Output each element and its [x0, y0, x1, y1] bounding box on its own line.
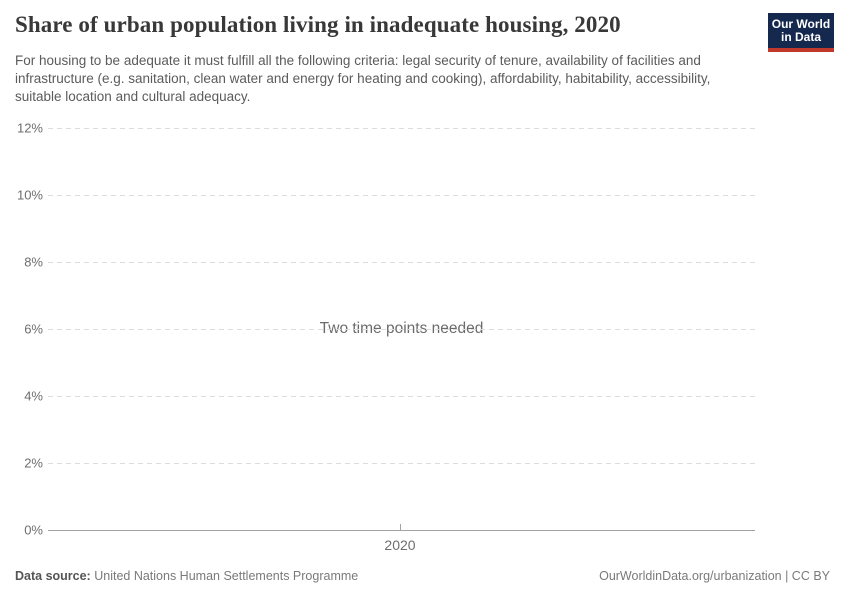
- y-axis-tick-label: 12%: [16, 120, 43, 136]
- y-axis-tick-label: 6%: [24, 321, 43, 337]
- owid-logo[interactable]: Our World in Data: [768, 13, 834, 52]
- y-axis-tick-label: 2%: [24, 455, 43, 471]
- y-gridline: [48, 128, 755, 129]
- y-axis-tick-label: 0%: [24, 522, 43, 538]
- attribution-link[interactable]: OurWorldinData.org/urbanization | CC BY: [599, 569, 830, 583]
- y-axis-tick-label: 10%: [16, 187, 43, 203]
- y-gridline: [48, 463, 755, 464]
- data-source-label: Data source:: [15, 569, 91, 583]
- chart-subtitle: For housing to be adequate it must fulfi…: [15, 53, 711, 104]
- y-gridline: [48, 262, 755, 263]
- y-gridline: [48, 329, 755, 330]
- owid-logo-line2: in Data: [780, 30, 821, 44]
- x-axis-tick: [400, 524, 401, 530]
- x-axis-line: [48, 530, 755, 531]
- y-gridline: [48, 195, 755, 196]
- owid-logo-line1: Our World: [771, 17, 831, 31]
- data-source: Data source: United Nations Human Settle…: [15, 569, 358, 583]
- page-title: Share of urban population living in inad…: [15, 12, 621, 37]
- x-axis-tick-label: 2020: [384, 537, 416, 553]
- y-axis-tick-label: 8%: [24, 254, 43, 270]
- y-gridline: [48, 396, 755, 397]
- data-source-value: United Nations Human Settlements Program…: [94, 569, 359, 583]
- y-axis-tick-label: 4%: [24, 388, 43, 404]
- owid-logo-stripe: [768, 48, 834, 52]
